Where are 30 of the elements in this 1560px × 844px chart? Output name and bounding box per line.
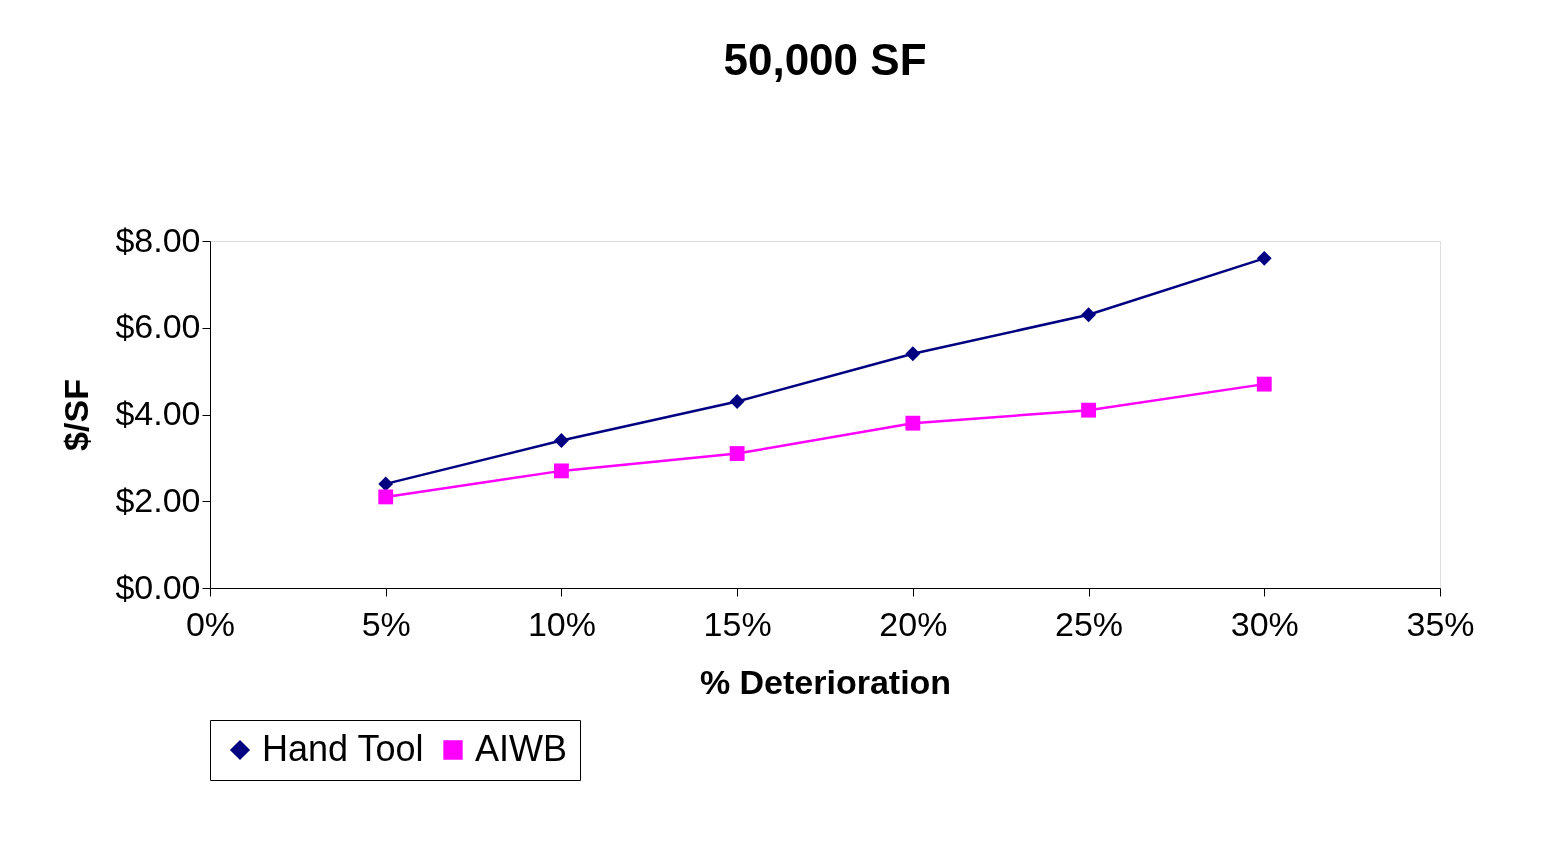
point — [1081, 307, 1096, 323]
y-tick-label: $2.00 — [115, 480, 201, 519]
x-tick-label: 15% — [703, 604, 772, 643]
y-tick-label: $0.00 — [115, 567, 201, 606]
point — [1081, 402, 1096, 418]
point — [729, 446, 745, 461]
y-tick-label: $8.00 — [115, 220, 201, 259]
point — [1256, 250, 1272, 266]
x-tick-label: 35% — [1406, 604, 1475, 643]
point — [378, 476, 394, 492]
point — [554, 433, 569, 448]
point — [1256, 376, 1272, 392]
x-tick-label: 0% — [185, 604, 236, 643]
point — [905, 346, 921, 362]
point — [729, 394, 745, 409]
y-tick-label: $4.00 — [115, 394, 201, 432]
point — [378, 489, 394, 505]
x-tick-label: 20% — [879, 604, 948, 643]
x-tick-label: 25% — [1055, 604, 1124, 643]
point — [905, 415, 921, 431]
legend-label: AIWB — [475, 728, 568, 769]
chart-title: 50,000 SF — [723, 35, 927, 84]
x-axis-title: % Deterioration — [699, 662, 952, 701]
x-tick-label: 5% — [361, 604, 411, 643]
legend-label: Hand Tool — [262, 728, 424, 769]
x-tick-label: 30% — [1230, 604, 1299, 643]
point — [554, 463, 569, 479]
x-tick-label: 10% — [527, 604, 596, 643]
y-axis-title: $/SF — [57, 379, 96, 451]
y-tick-label: $6.00 — [115, 307, 201, 346]
